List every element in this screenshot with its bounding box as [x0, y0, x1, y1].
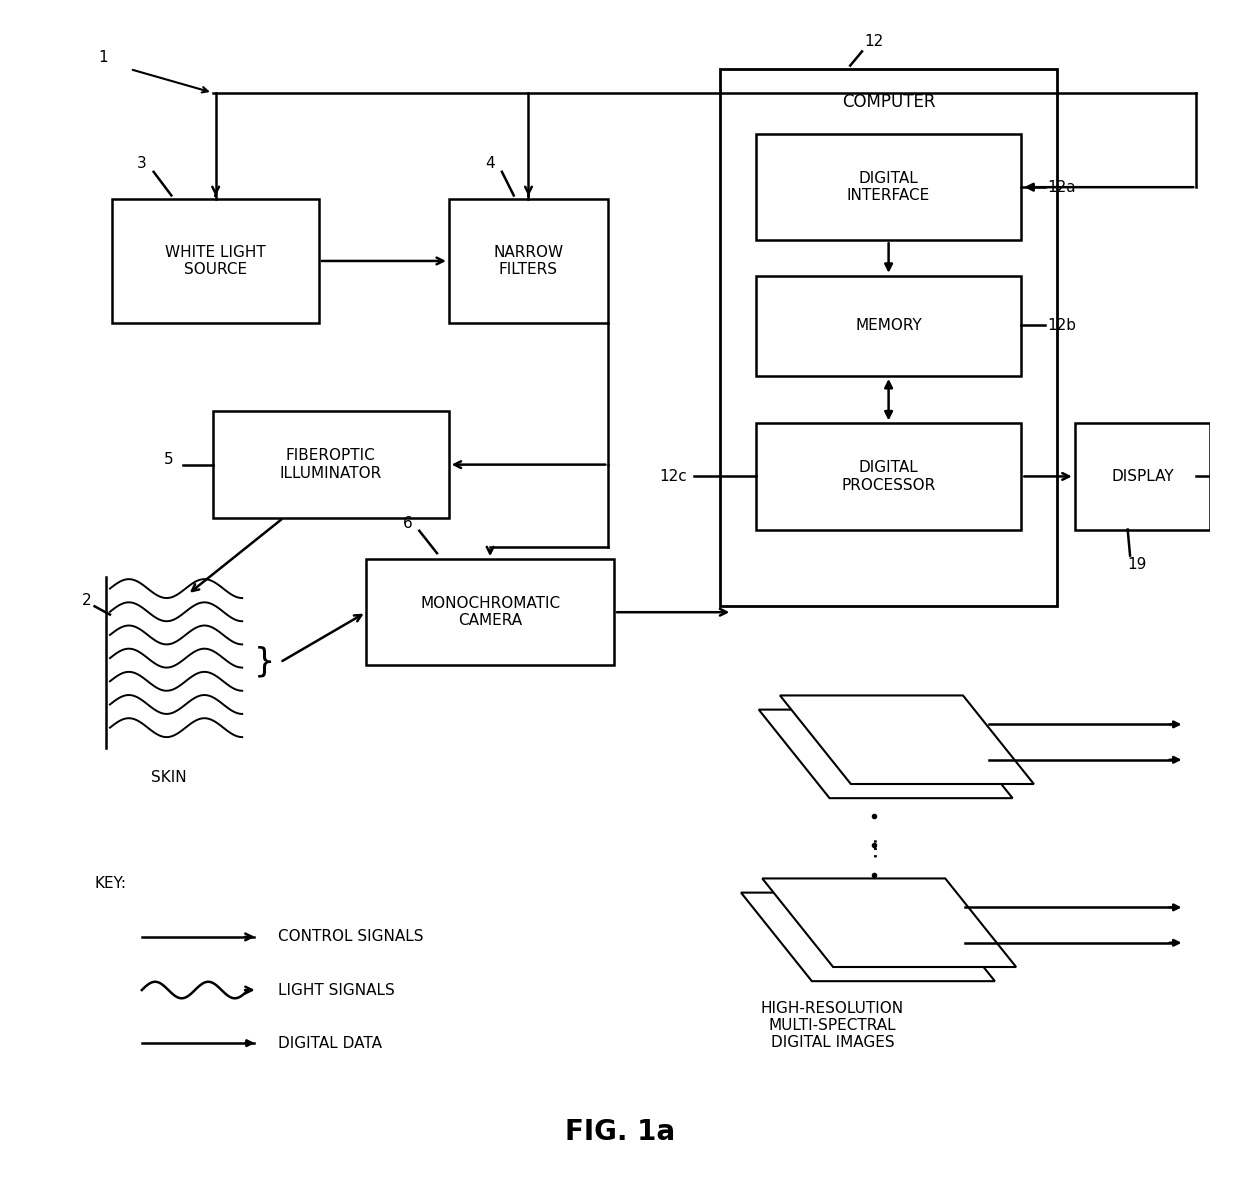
Text: 12c: 12c: [660, 468, 687, 484]
Text: FIG. 1a: FIG. 1a: [565, 1118, 675, 1146]
Text: DIGITAL
PROCESSOR: DIGITAL PROCESSOR: [842, 460, 936, 492]
Polygon shape: [742, 893, 994, 981]
FancyBboxPatch shape: [755, 423, 1022, 529]
FancyBboxPatch shape: [720, 69, 1056, 606]
Text: MEMORY: MEMORY: [856, 319, 923, 333]
Text: ⋯: ⋯: [864, 835, 884, 856]
Text: KEY:: KEY:: [94, 876, 126, 892]
FancyBboxPatch shape: [755, 134, 1022, 240]
Text: NARROW
FILTERS: NARROW FILTERS: [494, 245, 563, 277]
Text: MONOCHROMATIC
CAMERA: MONOCHROMATIC CAMERA: [420, 596, 560, 629]
Text: DIGITAL
INTERFACE: DIGITAL INTERFACE: [847, 171, 930, 203]
Text: 4: 4: [485, 156, 495, 171]
Polygon shape: [759, 710, 1013, 798]
Text: 6: 6: [403, 516, 413, 531]
Text: 2: 2: [82, 593, 92, 608]
Text: CONTROL SIGNALS: CONTROL SIGNALS: [278, 930, 423, 944]
Text: FIBEROPTIC
ILLUMINATOR: FIBEROPTIC ILLUMINATOR: [279, 448, 382, 480]
Text: DISPLAY: DISPLAY: [1111, 468, 1174, 484]
Text: 12b: 12b: [1048, 317, 1076, 333]
Text: COMPUTER: COMPUTER: [842, 93, 935, 111]
Polygon shape: [780, 696, 1034, 784]
Text: DIGITAL DATA: DIGITAL DATA: [278, 1036, 382, 1051]
Text: 12: 12: [864, 34, 883, 50]
Text: WHITE LIGHT
SOURCE: WHITE LIGHT SOURCE: [165, 245, 267, 277]
FancyBboxPatch shape: [449, 199, 608, 323]
FancyBboxPatch shape: [213, 411, 449, 517]
Text: 1: 1: [98, 50, 108, 64]
FancyBboxPatch shape: [366, 559, 614, 666]
Polygon shape: [763, 879, 1016, 967]
Text: 3: 3: [136, 156, 146, 171]
Text: SKIN: SKIN: [150, 770, 186, 785]
FancyBboxPatch shape: [113, 199, 319, 323]
Text: 19: 19: [1127, 558, 1147, 572]
Text: 5: 5: [164, 452, 174, 467]
Text: LIGHT SIGNALS: LIGHT SIGNALS: [278, 982, 394, 998]
Text: 12a: 12a: [1048, 180, 1076, 195]
Text: }: }: [254, 646, 275, 679]
FancyBboxPatch shape: [755, 276, 1022, 376]
Text: HIGH-RESOLUTION
MULTI-SPECTRAL
DIGITAL IMAGES: HIGH-RESOLUTION MULTI-SPECTRAL DIGITAL I…: [761, 1000, 904, 1050]
FancyBboxPatch shape: [1075, 423, 1210, 529]
